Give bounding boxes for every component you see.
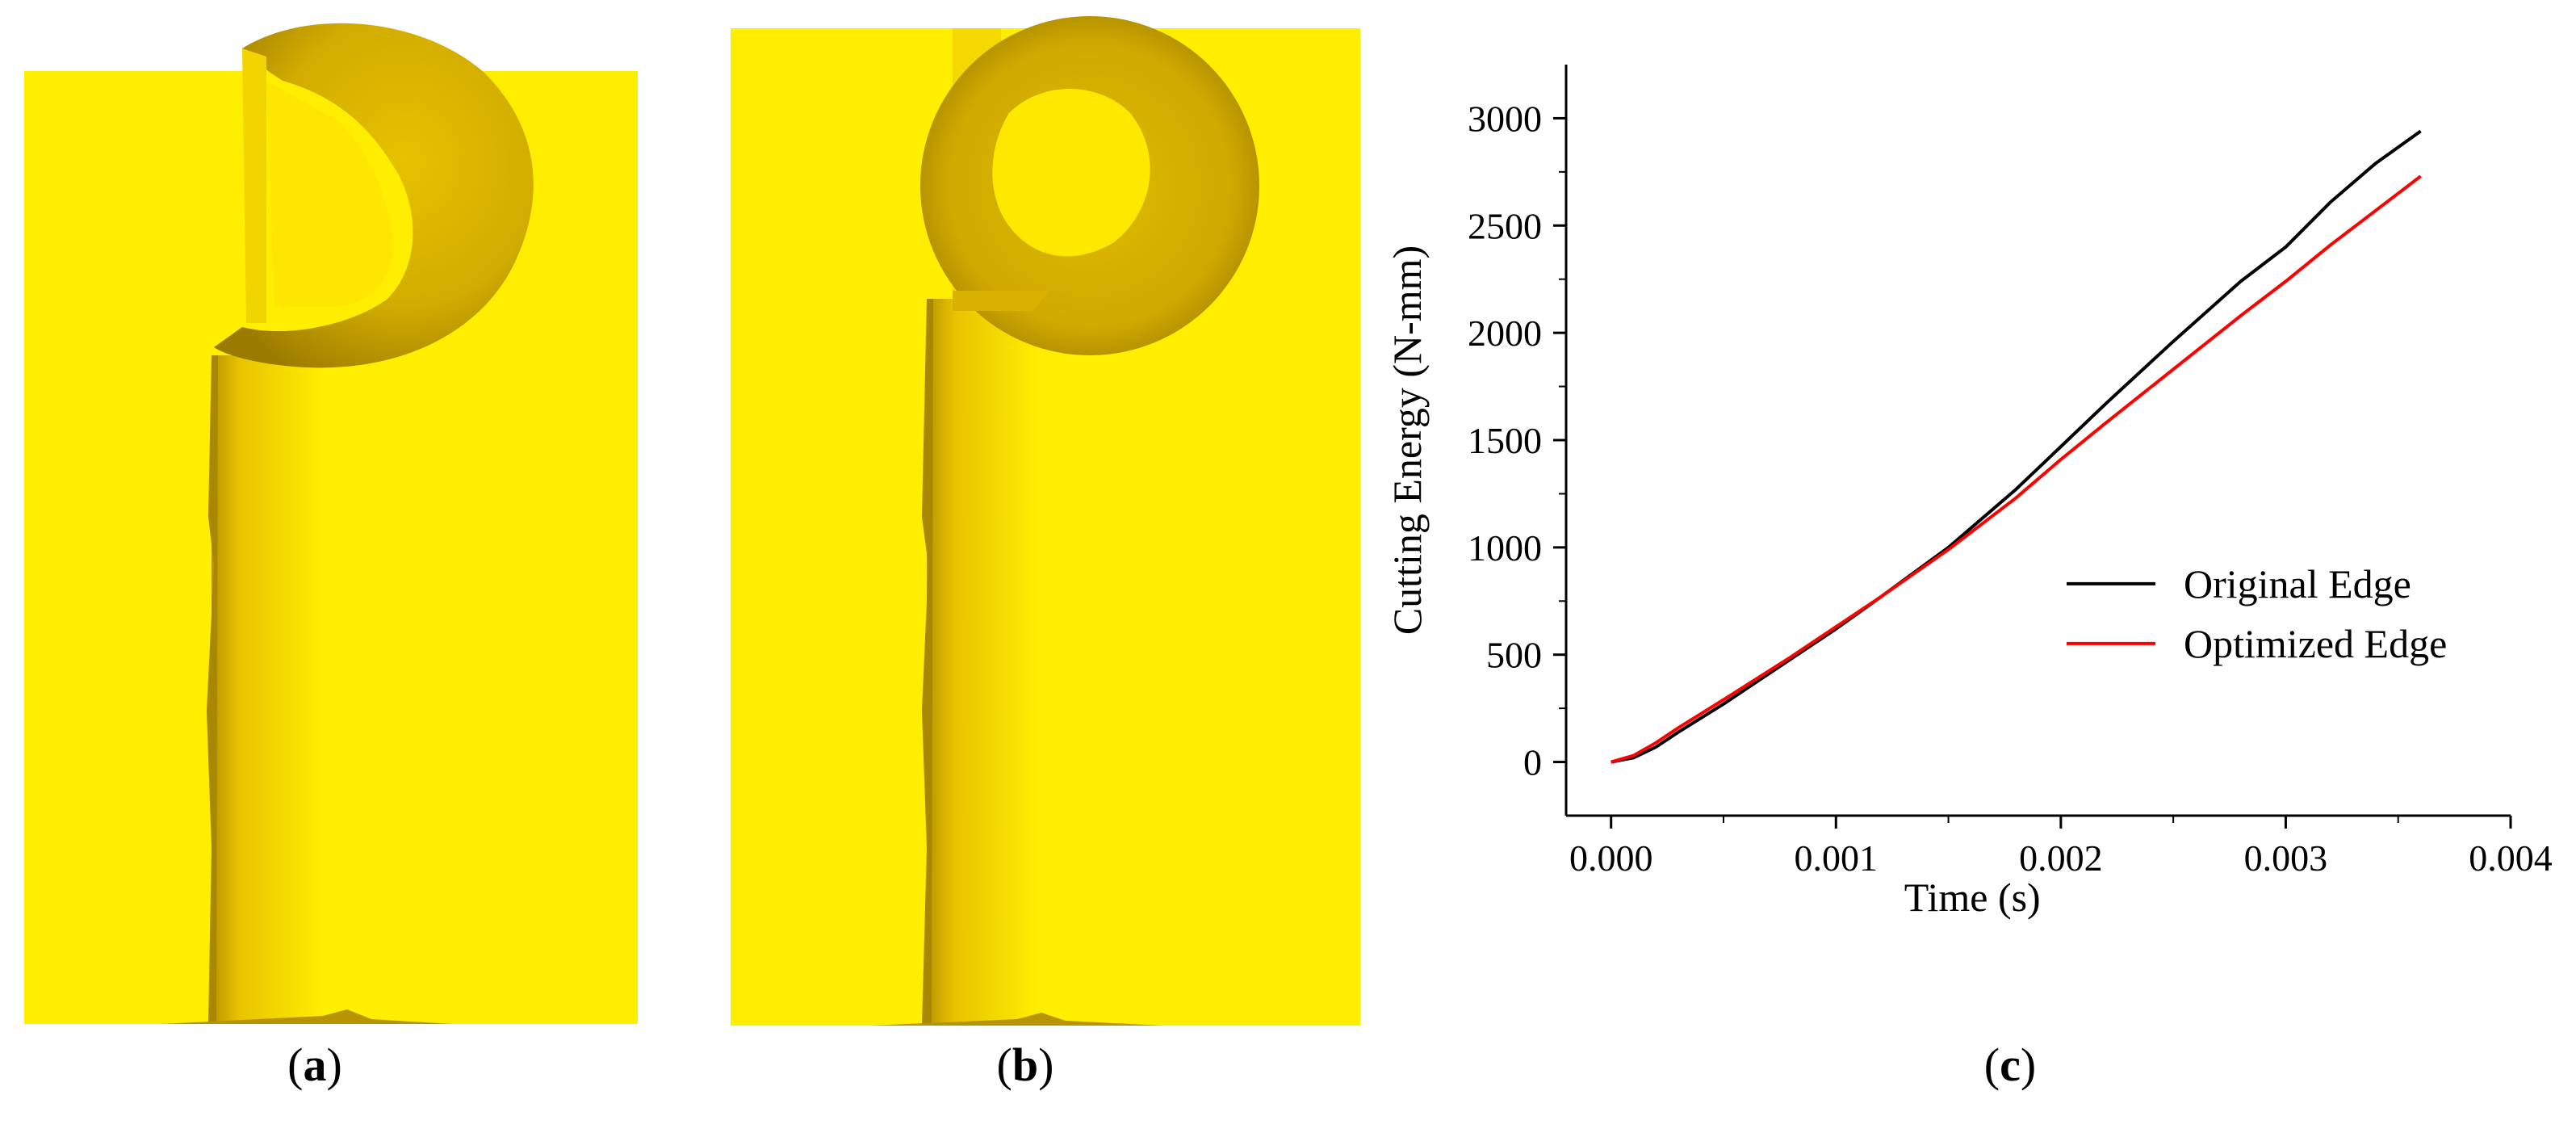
caption-c-open: ( xyxy=(1984,1039,2000,1091)
caption-c: (c) xyxy=(1929,1038,2091,1092)
x-tick-label: 0.000 xyxy=(1569,837,1653,879)
x-tick-label: 0.002 xyxy=(2019,837,2103,879)
y-axis-label: Cutting Energy (N-mm) xyxy=(1389,245,1430,635)
x-tick-label: 0.003 xyxy=(2244,837,2328,879)
chip-notch xyxy=(953,291,1049,311)
x-tick-label: 0.004 xyxy=(2469,837,2553,879)
y-tick-label: 1500 xyxy=(1468,420,1542,461)
chip-simulation-image-a xyxy=(0,0,662,1058)
y-tick-label: 3000 xyxy=(1468,98,1542,139)
cut-groove xyxy=(927,299,1040,1026)
y-tick-label: 500 xyxy=(1486,635,1542,676)
series-line-optimized-edge xyxy=(1611,176,2421,762)
legend-label-original-edge: Original Edge xyxy=(2184,561,2411,606)
caption-b: (b) xyxy=(945,1038,1106,1092)
caption-a-open: ( xyxy=(287,1039,303,1091)
caption-c-close: ) xyxy=(2021,1039,2036,1091)
x-axis-label: Time (s) xyxy=(1904,875,2041,920)
cutting-energy-chart: 0.000 0.001 0.002 0.003 0.004 0 500 1000 1500 200… xyxy=(1389,65,2576,969)
caption-a-close: ) xyxy=(327,1039,342,1091)
y-tick-label: 1000 xyxy=(1468,527,1542,569)
y-tick-label: 0 xyxy=(1523,742,1542,783)
caption-b-open: ( xyxy=(997,1039,1012,1091)
chip-simulation-image-b xyxy=(710,0,1372,1058)
caption-b-letter: b xyxy=(1012,1039,1038,1091)
x-tick-label: 0.001 xyxy=(1795,837,1879,879)
y-tick-label: 2500 xyxy=(1468,205,1542,246)
cut-groove xyxy=(212,355,325,1024)
caption-a-letter: a xyxy=(304,1039,327,1091)
caption-b-close: ) xyxy=(1038,1039,1053,1091)
caption-c-letter: c xyxy=(2000,1039,2021,1091)
caption-a: (a) xyxy=(234,1038,396,1092)
y-tick-label: 2000 xyxy=(1468,313,1542,354)
series-line-original-edge xyxy=(1611,131,2421,762)
chip-tail xyxy=(242,48,266,323)
legend-label-optimized-edge: Optimized Edge xyxy=(2184,621,2447,666)
